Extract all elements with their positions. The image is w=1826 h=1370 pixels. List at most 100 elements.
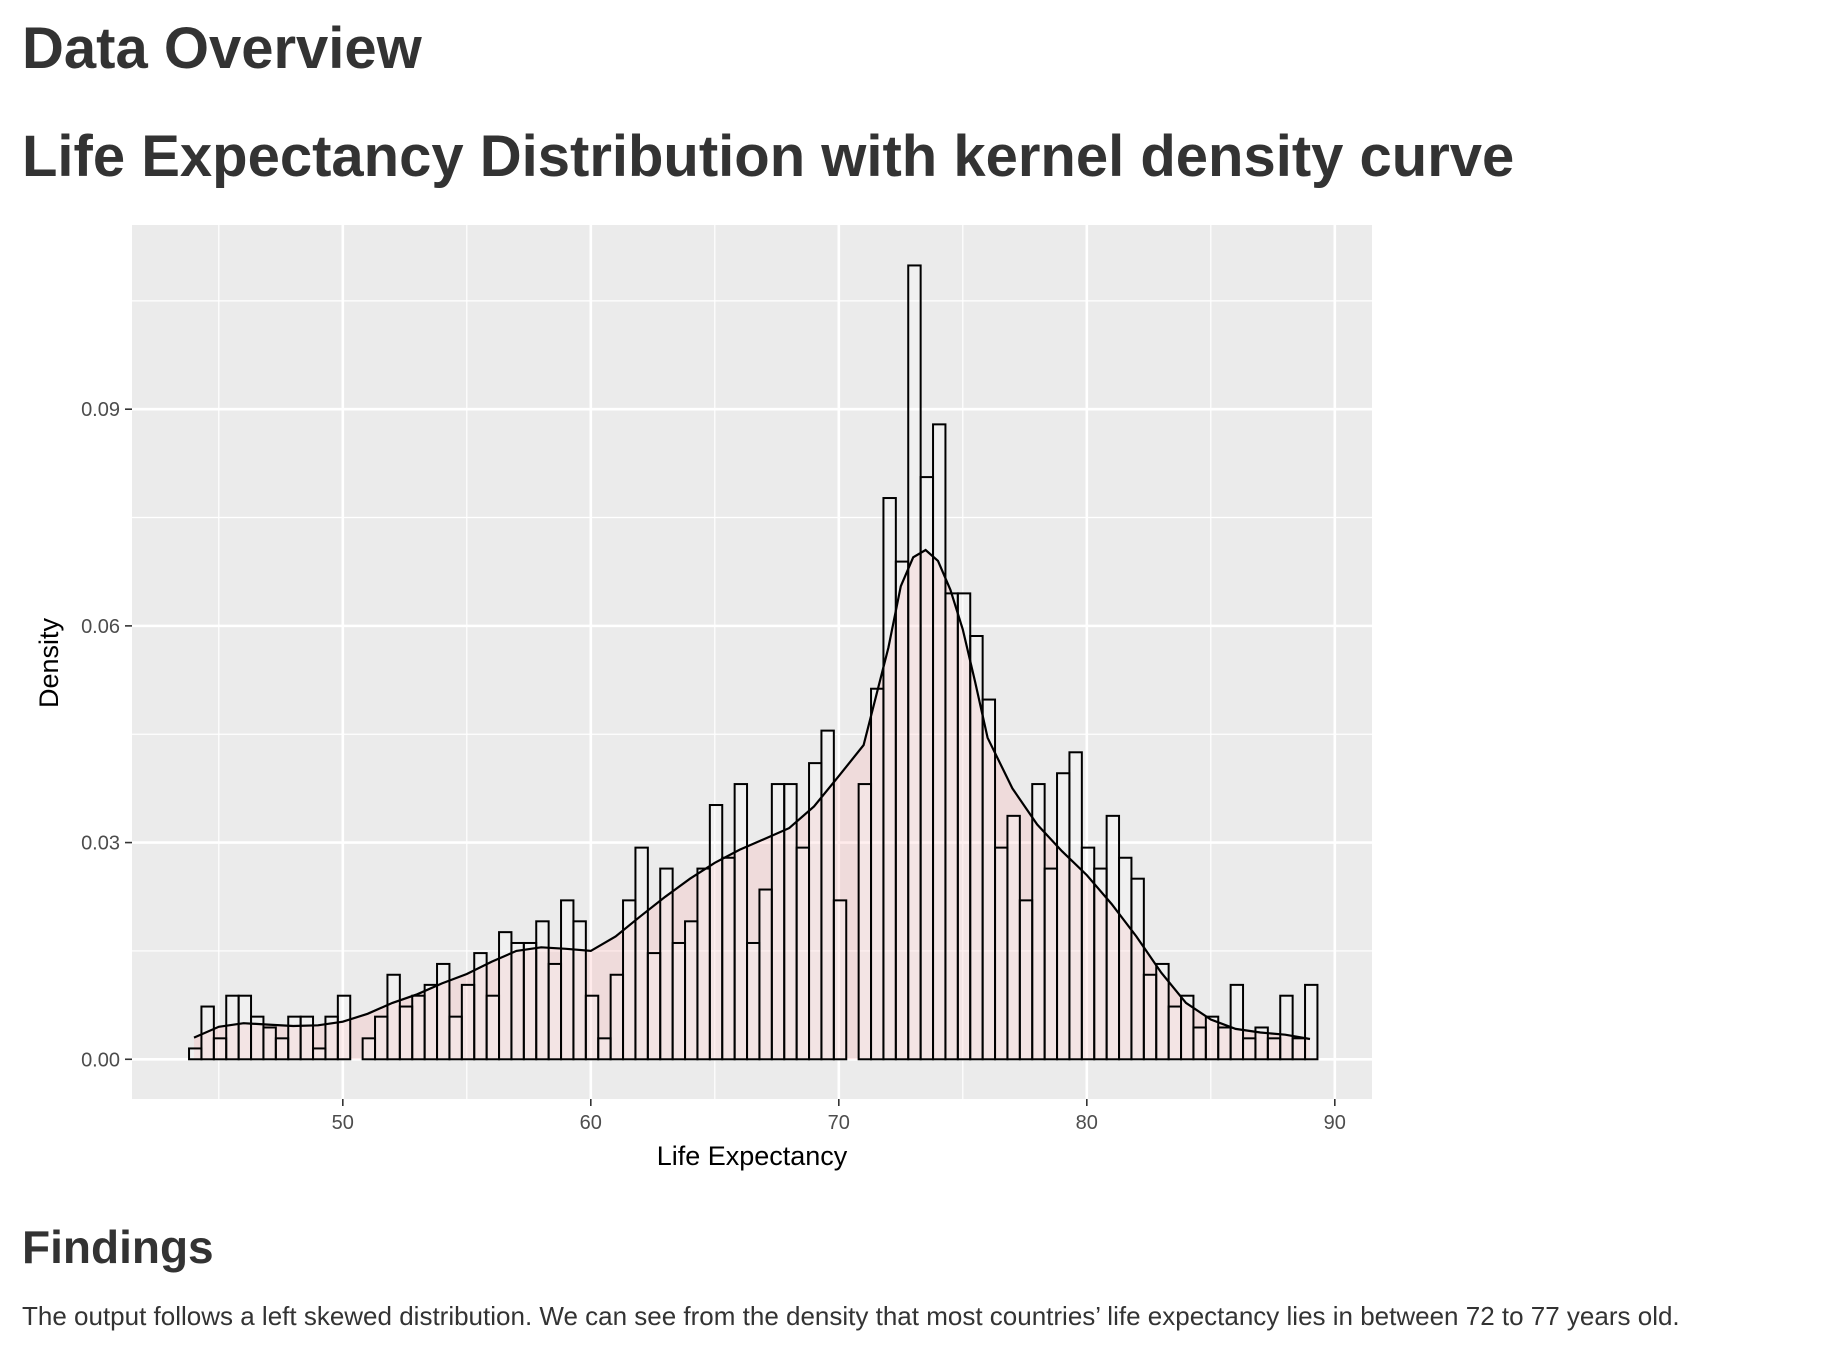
histogram-bar xyxy=(894,560,910,1061)
histogram-bar xyxy=(1229,983,1245,1061)
histogram-bar xyxy=(969,635,984,1061)
histogram-bar xyxy=(448,1015,463,1061)
histogram-bar xyxy=(981,698,997,1061)
histogram-bar xyxy=(783,783,798,1061)
histogram-bar xyxy=(423,983,439,1061)
histogram-bar xyxy=(1242,1037,1257,1061)
histogram-bar xyxy=(398,1005,414,1061)
x-tick-label: 70 xyxy=(828,1112,850,1134)
histogram-bar xyxy=(1118,856,1133,1061)
findings-text: The output follows a left skewed distrib… xyxy=(22,1301,1680,1331)
histogram-bar xyxy=(436,962,451,1061)
histogram-bar xyxy=(535,920,550,1061)
histogram-bar xyxy=(1006,814,1021,1061)
x-tick-label: 90 xyxy=(1324,1112,1346,1134)
density-area xyxy=(194,550,1310,1060)
chart-heading: Life Expectancy Distribution with kernel… xyxy=(22,124,1515,189)
histogram-bar xyxy=(1204,1015,1220,1061)
histogram-bar xyxy=(1266,1037,1282,1061)
histogram-bar xyxy=(1142,973,1158,1061)
histogram-bar xyxy=(510,941,525,1061)
histogram-bar xyxy=(336,994,352,1061)
histogram-bar xyxy=(820,729,835,1061)
histogram-bar xyxy=(287,1015,302,1061)
histogram-bar xyxy=(1043,867,1059,1061)
x-tick-label: 80 xyxy=(1076,1112,1098,1134)
histogram-bar xyxy=(770,783,786,1061)
minor-gridlines xyxy=(132,225,1372,1099)
histogram-bar xyxy=(1167,1005,1183,1061)
histogram-bar xyxy=(1130,877,1145,1061)
histogram-bar xyxy=(1279,994,1294,1061)
histogram-bar xyxy=(212,1037,228,1061)
histogram-bar xyxy=(572,920,587,1061)
histogram-bar xyxy=(597,1037,612,1061)
histogram-bar xyxy=(460,983,476,1061)
y-tick-label: 0.06 xyxy=(81,616,120,638)
histogram-bar xyxy=(708,804,724,1061)
histogram-bar xyxy=(746,941,761,1061)
x-axis-tick-labels: 50 60 70 80 90 xyxy=(332,1112,1346,1134)
histogram-bar xyxy=(1180,994,1195,1061)
histogram-bar xyxy=(547,962,563,1061)
x-tick-label: 60 xyxy=(580,1112,602,1134)
y-axis-tick-labels: 0.00 0.03 0.06 0.09 xyxy=(81,399,120,1071)
histogram-bar xyxy=(498,931,513,1061)
y-tick-label: 0.03 xyxy=(81,833,120,855)
histogram-bar xyxy=(634,846,649,1061)
histogram-bar xyxy=(882,497,897,1061)
histogram-bar xyxy=(1080,846,1096,1061)
histogram-bar xyxy=(1068,751,1083,1061)
histogram-bar xyxy=(312,1047,327,1061)
histogram-bar xyxy=(907,264,922,1061)
histogram-bar xyxy=(1304,983,1319,1061)
histogram-bar xyxy=(1105,814,1121,1061)
histogram-bar xyxy=(721,856,736,1061)
histogram-bar xyxy=(609,973,625,1061)
histogram-bar xyxy=(733,783,749,1061)
histogram-bar xyxy=(944,592,959,1061)
histogram-bar xyxy=(671,941,687,1061)
histogram-bar xyxy=(1018,899,1034,1061)
histogram-bar xyxy=(795,846,811,1061)
histogram-bar xyxy=(994,846,1009,1061)
histogram-bar xyxy=(411,994,426,1061)
histogram-bar xyxy=(584,994,600,1061)
histogram-bar xyxy=(1192,1026,1207,1061)
findings-heading: Findings xyxy=(22,1221,214,1273)
histogram-bar xyxy=(522,941,538,1061)
histogram-bar xyxy=(262,1026,277,1061)
histogram-bar xyxy=(696,867,711,1061)
y-tick-label: 0.00 xyxy=(81,1049,120,1071)
histogram-bar xyxy=(857,783,873,1061)
x-axis-title: Life Expectancy xyxy=(657,1141,848,1171)
histogram-bar xyxy=(832,899,848,1061)
histogram-bar xyxy=(225,994,240,1061)
life-expectancy-chart: 50 60 70 80 90 0.00 0.03 0.06 0.09 Life Expecta… xyxy=(34,225,1372,1171)
histogram-bar xyxy=(237,994,253,1061)
histogram-bar xyxy=(361,1037,377,1061)
x-tick-label: 50 xyxy=(332,1112,354,1134)
histogram-bar xyxy=(808,762,823,1061)
histogram-bar xyxy=(646,952,662,1061)
histogram-bar xyxy=(919,476,935,1061)
y-axis-title: Density xyxy=(34,617,64,708)
histogram-bar xyxy=(200,1005,215,1061)
histogram-bar xyxy=(932,423,947,1061)
histogram-bar xyxy=(485,994,501,1061)
histogram-bar xyxy=(758,888,773,1061)
histogram-bar xyxy=(299,1015,315,1061)
density-curve xyxy=(193,548,1311,1041)
histogram-bar xyxy=(870,687,885,1061)
plot-panel xyxy=(132,225,1372,1099)
histogram-bar xyxy=(188,1047,203,1061)
histogram-bar xyxy=(560,899,575,1061)
histogram-bar xyxy=(386,973,401,1061)
histogram-bar xyxy=(956,592,972,1061)
histogram-bars xyxy=(188,264,1319,1061)
histogram-bar xyxy=(684,920,699,1061)
histogram-bar xyxy=(274,1037,290,1061)
histogram-bar xyxy=(1056,772,1071,1061)
y-tick-label: 0.09 xyxy=(81,399,120,421)
histogram-bar xyxy=(374,1015,389,1061)
